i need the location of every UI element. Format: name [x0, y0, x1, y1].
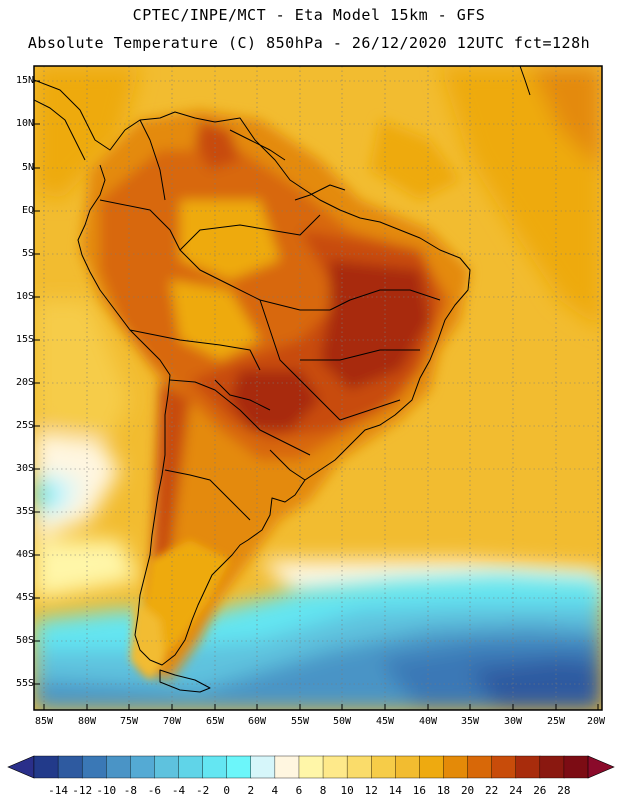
colorbar-under-arrow: [7, 755, 35, 779]
title-line-2: Absolute Temperature (C) 850hPa - 26/12/…: [27, 34, 591, 52]
colorbar-swatch: [322, 755, 348, 779]
colorbar-swatch: [539, 755, 565, 779]
colorbar-over-arrow: [587, 755, 615, 779]
title-line-1: CPTEC/INPE/MCT - Eta Model 15km - GFS: [132, 6, 486, 24]
lat-label: 30S: [15, 463, 34, 474]
lon-label: 50W: [332, 716, 352, 727]
lat-label: 45S: [15, 592, 34, 603]
lat-label: 50S: [15, 635, 34, 646]
lon-label: 40W: [418, 716, 438, 727]
colorbar-tick-label: 14: [388, 784, 402, 797]
colorbar-tick-label: -6: [147, 784, 162, 797]
lat-label: 5S: [21, 248, 34, 259]
colorbar-tick-label: 0: [223, 784, 230, 797]
lon-label: 55W: [290, 716, 310, 727]
colorbar-swatch: [226, 755, 252, 779]
lon-label: 20W: [586, 716, 606, 727]
lon-label: 45W: [375, 716, 395, 727]
colorbar-swatch: [346, 755, 372, 779]
lat-label: 15S: [15, 334, 34, 345]
colorbar-tick-label: -12: [72, 784, 93, 797]
colorbar-swatch: [106, 755, 131, 779]
colorbar-swatch: [515, 755, 541, 779]
colorbar-tick-label: 22: [485, 784, 499, 797]
colorbar-swatch: [33, 755, 59, 779]
map-frame: [33, 65, 603, 711]
lat-label: 55S: [15, 678, 34, 689]
lat-label: 5N: [21, 162, 34, 173]
colorbar-swatch: [202, 755, 228, 779]
colorbar-swatch: [57, 755, 83, 779]
colorbar-tick-label: -10: [96, 784, 117, 797]
lon-label: 80W: [77, 716, 97, 727]
axis-ticks: [34, 80, 599, 710]
coastlines: [34, 66, 531, 693]
colorbar-swatch: [443, 755, 469, 779]
colorbar-swatch: [371, 755, 396, 779]
colorbar-swatch: [154, 755, 180, 779]
colorbar-tick-label: 4: [271, 784, 279, 797]
colorbar-tick-label: 16: [412, 784, 427, 797]
colorbar-tick-label: 28: [557, 784, 571, 797]
temperature-field: [34, 66, 602, 710]
graticule: [34, 66, 602, 710]
colorbar-swatch: [81, 755, 107, 779]
lat-label: 25S: [15, 420, 34, 431]
colorbar-tick-label: -14: [48, 784, 69, 797]
colorbar-tick-label: -2: [195, 784, 210, 797]
colorbar-swatch: [274, 755, 300, 779]
colorbar-swatch: [298, 755, 324, 779]
lon-label: 85W: [34, 716, 54, 727]
lat-label: 40S: [15, 549, 34, 560]
colorbar-tick-label: 6: [295, 784, 303, 797]
colorbar-swatch: [130, 755, 156, 779]
colorbar-tick-label: 12: [364, 784, 378, 797]
lon-label: 25W: [546, 716, 566, 727]
colorbar-tick-label: -8: [123, 784, 137, 797]
colorbar-tick-label: 26: [533, 784, 547, 797]
colorbar-swatch: [467, 755, 493, 779]
colorbar-swatch: [491, 755, 517, 779]
lat-label: 10N: [15, 118, 34, 129]
lat-label: 10S: [15, 291, 34, 302]
lon-label: 35W: [460, 716, 480, 727]
colorbar-tick-label: 8: [319, 784, 327, 797]
colorbar-tick-label: 20: [460, 784, 475, 797]
colorbar-tick-label: 10: [340, 784, 354, 797]
lon-label: 70W: [162, 716, 182, 727]
lon-label: 60W: [247, 716, 267, 727]
lon-label: 75W: [119, 716, 139, 727]
colorbar-swatch: [178, 755, 204, 779]
colorbar-swatch: [419, 755, 445, 779]
colorbar-tick-label: 18: [436, 784, 451, 797]
colorbar-swatch: [395, 755, 420, 779]
lat-label: 15N: [15, 75, 34, 86]
colorbar: [7, 755, 615, 779]
lat-label: 35S: [15, 506, 34, 517]
colorbar-tick-label: 2: [247, 784, 255, 797]
colorbar-swatch: [250, 755, 276, 779]
lon-label: 30W: [503, 716, 523, 727]
lat-label: 20S: [15, 377, 34, 388]
lon-label: 65W: [205, 716, 225, 727]
colorbar-tick-label: 24: [509, 784, 523, 797]
lat-label: EQ: [21, 205, 34, 216]
colorbar-swatch: [563, 755, 589, 779]
colorbar-tick-label: -4: [171, 784, 186, 797]
